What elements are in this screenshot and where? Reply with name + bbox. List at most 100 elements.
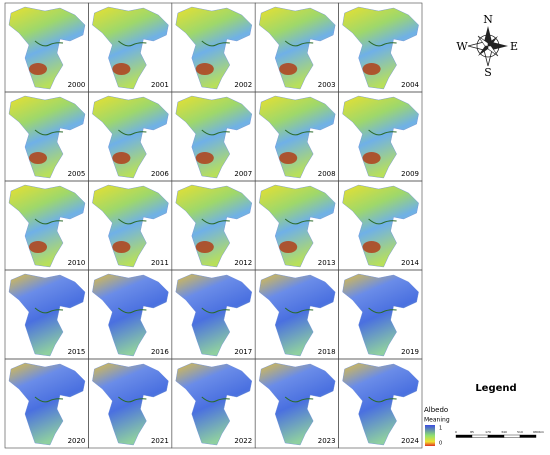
legend-high: 1 xyxy=(439,426,442,432)
low-albedo-zone xyxy=(112,152,131,164)
low-albedo-zone xyxy=(362,241,381,253)
low-albedo-zone xyxy=(279,241,298,253)
river xyxy=(34,218,64,225)
region-map xyxy=(8,362,86,446)
map-panel: 2007 xyxy=(171,91,256,182)
map-panel: 2000 xyxy=(4,2,89,93)
legend-title: Legend xyxy=(475,383,516,394)
river xyxy=(118,307,147,314)
river xyxy=(34,129,64,136)
river xyxy=(368,129,397,136)
panel-year: 2009 xyxy=(401,170,419,178)
region-map xyxy=(258,95,336,179)
scale-segment xyxy=(519,434,537,438)
low-albedo-zone xyxy=(29,152,47,164)
scale-segment xyxy=(471,434,489,438)
river xyxy=(368,218,397,225)
map-panel: 2022 xyxy=(171,358,256,449)
low-albedo-zone xyxy=(195,241,214,253)
region-map xyxy=(91,273,169,357)
river xyxy=(34,40,64,47)
map-panel: 2001 xyxy=(88,2,173,93)
panel-year: 2001 xyxy=(151,81,169,89)
river xyxy=(284,307,314,314)
panel-year: 2023 xyxy=(318,437,336,445)
panel-year: 2021 xyxy=(151,437,169,445)
region-map xyxy=(8,95,86,179)
region-map xyxy=(175,362,253,446)
panel-year: 2008 xyxy=(318,170,336,178)
panel-year: 2013 xyxy=(318,259,336,267)
river xyxy=(368,396,397,403)
region-map xyxy=(342,95,420,179)
low-albedo-zone xyxy=(279,152,298,164)
scale-bar: 0 85 170 340 510 680 Km xyxy=(455,430,544,438)
river xyxy=(118,396,147,403)
river xyxy=(34,307,64,314)
river xyxy=(201,40,230,47)
panel-year: 2006 xyxy=(151,170,169,178)
legend-ramp xyxy=(425,425,435,446)
river xyxy=(284,218,314,225)
region-map xyxy=(8,184,86,268)
map-panel: 2018 xyxy=(254,269,339,360)
map-panel: 2004 xyxy=(338,2,423,93)
region-map xyxy=(342,184,420,268)
panel-year: 2007 xyxy=(234,170,252,178)
river xyxy=(118,129,147,136)
map-panel: 2010 xyxy=(4,180,89,271)
map-panel: 2023 xyxy=(254,358,339,449)
low-albedo-zone xyxy=(362,152,381,164)
river xyxy=(368,40,397,47)
region-map xyxy=(342,6,420,90)
region-map xyxy=(91,184,169,268)
map-panel: 2008 xyxy=(254,91,339,182)
legend-field: Meaning xyxy=(424,417,450,424)
panel-year: 2000 xyxy=(68,81,86,89)
region-map xyxy=(91,95,169,179)
region-map xyxy=(258,273,336,357)
map-panel: 2019 xyxy=(338,269,423,360)
low-albedo-zone xyxy=(112,63,131,75)
low-albedo-zone xyxy=(29,63,47,75)
scale-segment xyxy=(503,434,521,438)
region-map xyxy=(8,273,86,357)
region-map xyxy=(175,184,253,268)
scale-label: 680 xyxy=(533,430,539,434)
map-panel: 2021 xyxy=(88,358,173,449)
river xyxy=(201,129,230,136)
river xyxy=(284,40,314,47)
region-map xyxy=(91,362,169,446)
scale-segment xyxy=(455,434,473,438)
scale-segment xyxy=(487,434,505,438)
panel-year: 2011 xyxy=(151,259,169,267)
map-panel: 2013 xyxy=(254,180,339,271)
region-map xyxy=(258,6,336,90)
panel-year: 2020 xyxy=(68,437,86,445)
map-panel: 2005 xyxy=(4,91,89,182)
scale-label: 510 xyxy=(517,430,523,434)
region-map xyxy=(91,6,169,90)
scale-label: 170 xyxy=(485,430,491,434)
river xyxy=(284,396,314,403)
low-albedo-zone xyxy=(112,241,131,253)
river xyxy=(118,218,147,225)
region-map xyxy=(258,362,336,446)
scale-unit: Km xyxy=(539,430,544,434)
river xyxy=(201,218,230,225)
compass-e: E xyxy=(510,40,518,53)
panel-year: 2003 xyxy=(318,81,336,89)
region-map xyxy=(8,6,86,90)
map-panel: 2006 xyxy=(88,91,173,182)
map-panel: 2016 xyxy=(88,269,173,360)
map-panel: 2017 xyxy=(171,269,256,360)
map-panel: 2020 xyxy=(4,358,89,449)
panel-year: 2004 xyxy=(401,81,419,89)
panel-year: 2002 xyxy=(234,81,252,89)
river xyxy=(368,307,397,314)
panel-year: 2010 xyxy=(68,259,86,267)
map-panel: 2009 xyxy=(338,91,423,182)
low-albedo-zone xyxy=(195,63,214,75)
region-map xyxy=(258,184,336,268)
panel-year: 2018 xyxy=(318,348,336,356)
